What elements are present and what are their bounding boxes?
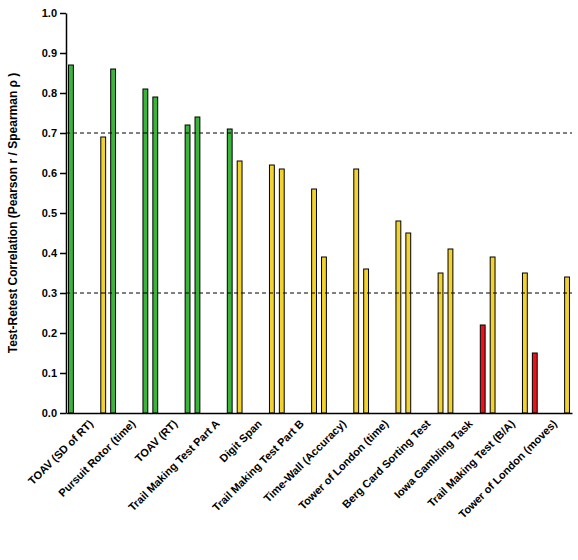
y-tick-mark	[60, 13, 66, 15]
y-tick-mark	[60, 173, 66, 175]
y-tick-mark	[60, 53, 66, 55]
bar	[143, 89, 148, 413]
x-tick: Iowa Gambling Task	[392, 413, 476, 501]
bar	[532, 353, 537, 413]
bar	[269, 165, 274, 413]
y-tick: 0.4	[42, 247, 66, 259]
y-tick-mark	[60, 293, 66, 295]
x-tick-label: Time-Wall (Accuracy)	[261, 417, 348, 504]
bar	[69, 65, 74, 413]
bar	[185, 125, 190, 413]
y-tick-mark	[60, 93, 66, 95]
y-tick: 0.1	[42, 367, 66, 379]
bar	[364, 269, 369, 413]
y-tick: 0.3	[42, 287, 66, 299]
y-tick: 0.6	[42, 167, 66, 179]
y-axis-title: Test-Retest Correlation (Pearson r / Spe…	[6, 73, 20, 354]
bar	[195, 117, 200, 413]
bar	[406, 233, 411, 413]
y-tick-label: 1.0	[42, 7, 57, 19]
y-tick-label: 0.1	[42, 367, 57, 379]
y-tick: 0.7	[42, 127, 66, 139]
y-tick-label: 0.9	[42, 47, 57, 59]
bar	[322, 257, 327, 413]
y-tick: 0.0	[42, 407, 66, 419]
x-tick-label: Pursuit Rotor (time)	[56, 417, 138, 499]
y-tick: 0.8	[42, 87, 66, 99]
x-axis: TOAV (SD of RT)Pursuit Rotor (time)TOAV …	[26, 413, 573, 520]
y-tick: 1.0	[42, 7, 66, 19]
y-tick: 0.9	[42, 47, 66, 59]
bar	[227, 129, 232, 413]
x-axis-line	[67, 413, 573, 415]
y-tick-mark	[60, 253, 66, 255]
y-tick-label: 0.4	[42, 247, 58, 259]
y-tick-mark	[60, 213, 66, 215]
bar	[480, 325, 485, 413]
y-tick: 0.2	[42, 327, 66, 339]
bar	[279, 169, 284, 413]
y-tick-mark	[60, 413, 66, 415]
bar	[565, 277, 570, 413]
bar	[490, 257, 495, 413]
y-tick-label: 0.0	[42, 407, 57, 419]
x-tick: Pursuit Rotor (time)	[56, 413, 138, 499]
y-tick-label: 0.5	[42, 207, 57, 219]
reference-lines	[66, 133, 572, 293]
bar	[522, 273, 527, 413]
x-tick: Trail Making Test Part B	[210, 413, 306, 513]
bar	[396, 221, 401, 413]
x-tick: Time-Wall (Accuracy)	[261, 413, 348, 505]
x-tick-label: Iowa Gambling Task	[392, 417, 476, 501]
y-tick-label: 0.7	[42, 127, 57, 139]
y-tick-mark	[60, 373, 66, 375]
y-tick-label: 0.2	[42, 327, 57, 339]
x-tick: Tower of London (moves)	[456, 413, 559, 520]
y-tick: 0.5	[42, 207, 66, 219]
bar	[312, 189, 317, 413]
bar	[237, 161, 242, 413]
y-tick-label: 0.3	[42, 287, 57, 299]
bar	[354, 169, 359, 413]
x-tick: Trail Making Test Part A	[126, 413, 222, 513]
y-tick-label: 0.6	[42, 167, 57, 179]
bar	[438, 273, 443, 413]
plot: 0.0 0.1 0.2 0.3 0.4 0.5 0.6 0.7 0.8 0.9 1.0 TOAV (S…	[26, 7, 573, 520]
x-tick: Berg Card Sorting Test	[340, 413, 433, 510]
y-tick-label: 0.8	[42, 87, 57, 99]
x-tick-label: Trail Making Test Part A	[126, 417, 222, 513]
bar	[111, 69, 116, 413]
reference-line	[66, 293, 572, 294]
bars	[69, 65, 570, 413]
reference-line	[66, 133, 572, 134]
bar	[101, 137, 106, 413]
y-tick-mark	[60, 333, 66, 335]
chart: 0.0 0.1 0.2 0.3 0.4 0.5 0.6 0.7 0.8 0.9 1.0 TOAV (S…	[0, 0, 578, 560]
x-tick-label: Trail Making Test (B/A)	[425, 417, 517, 509]
bar	[448, 249, 453, 413]
x-tick: Trail Making Test (B/A)	[425, 413, 517, 509]
y-axis: 0.0 0.1 0.2 0.3 0.4 0.5 0.6 0.7 0.8 0.9 1.0	[42, 7, 67, 419]
bar	[153, 97, 158, 413]
x-tick-label: Tower of London (moves)	[456, 417, 559, 520]
y-tick-mark	[60, 133, 66, 135]
